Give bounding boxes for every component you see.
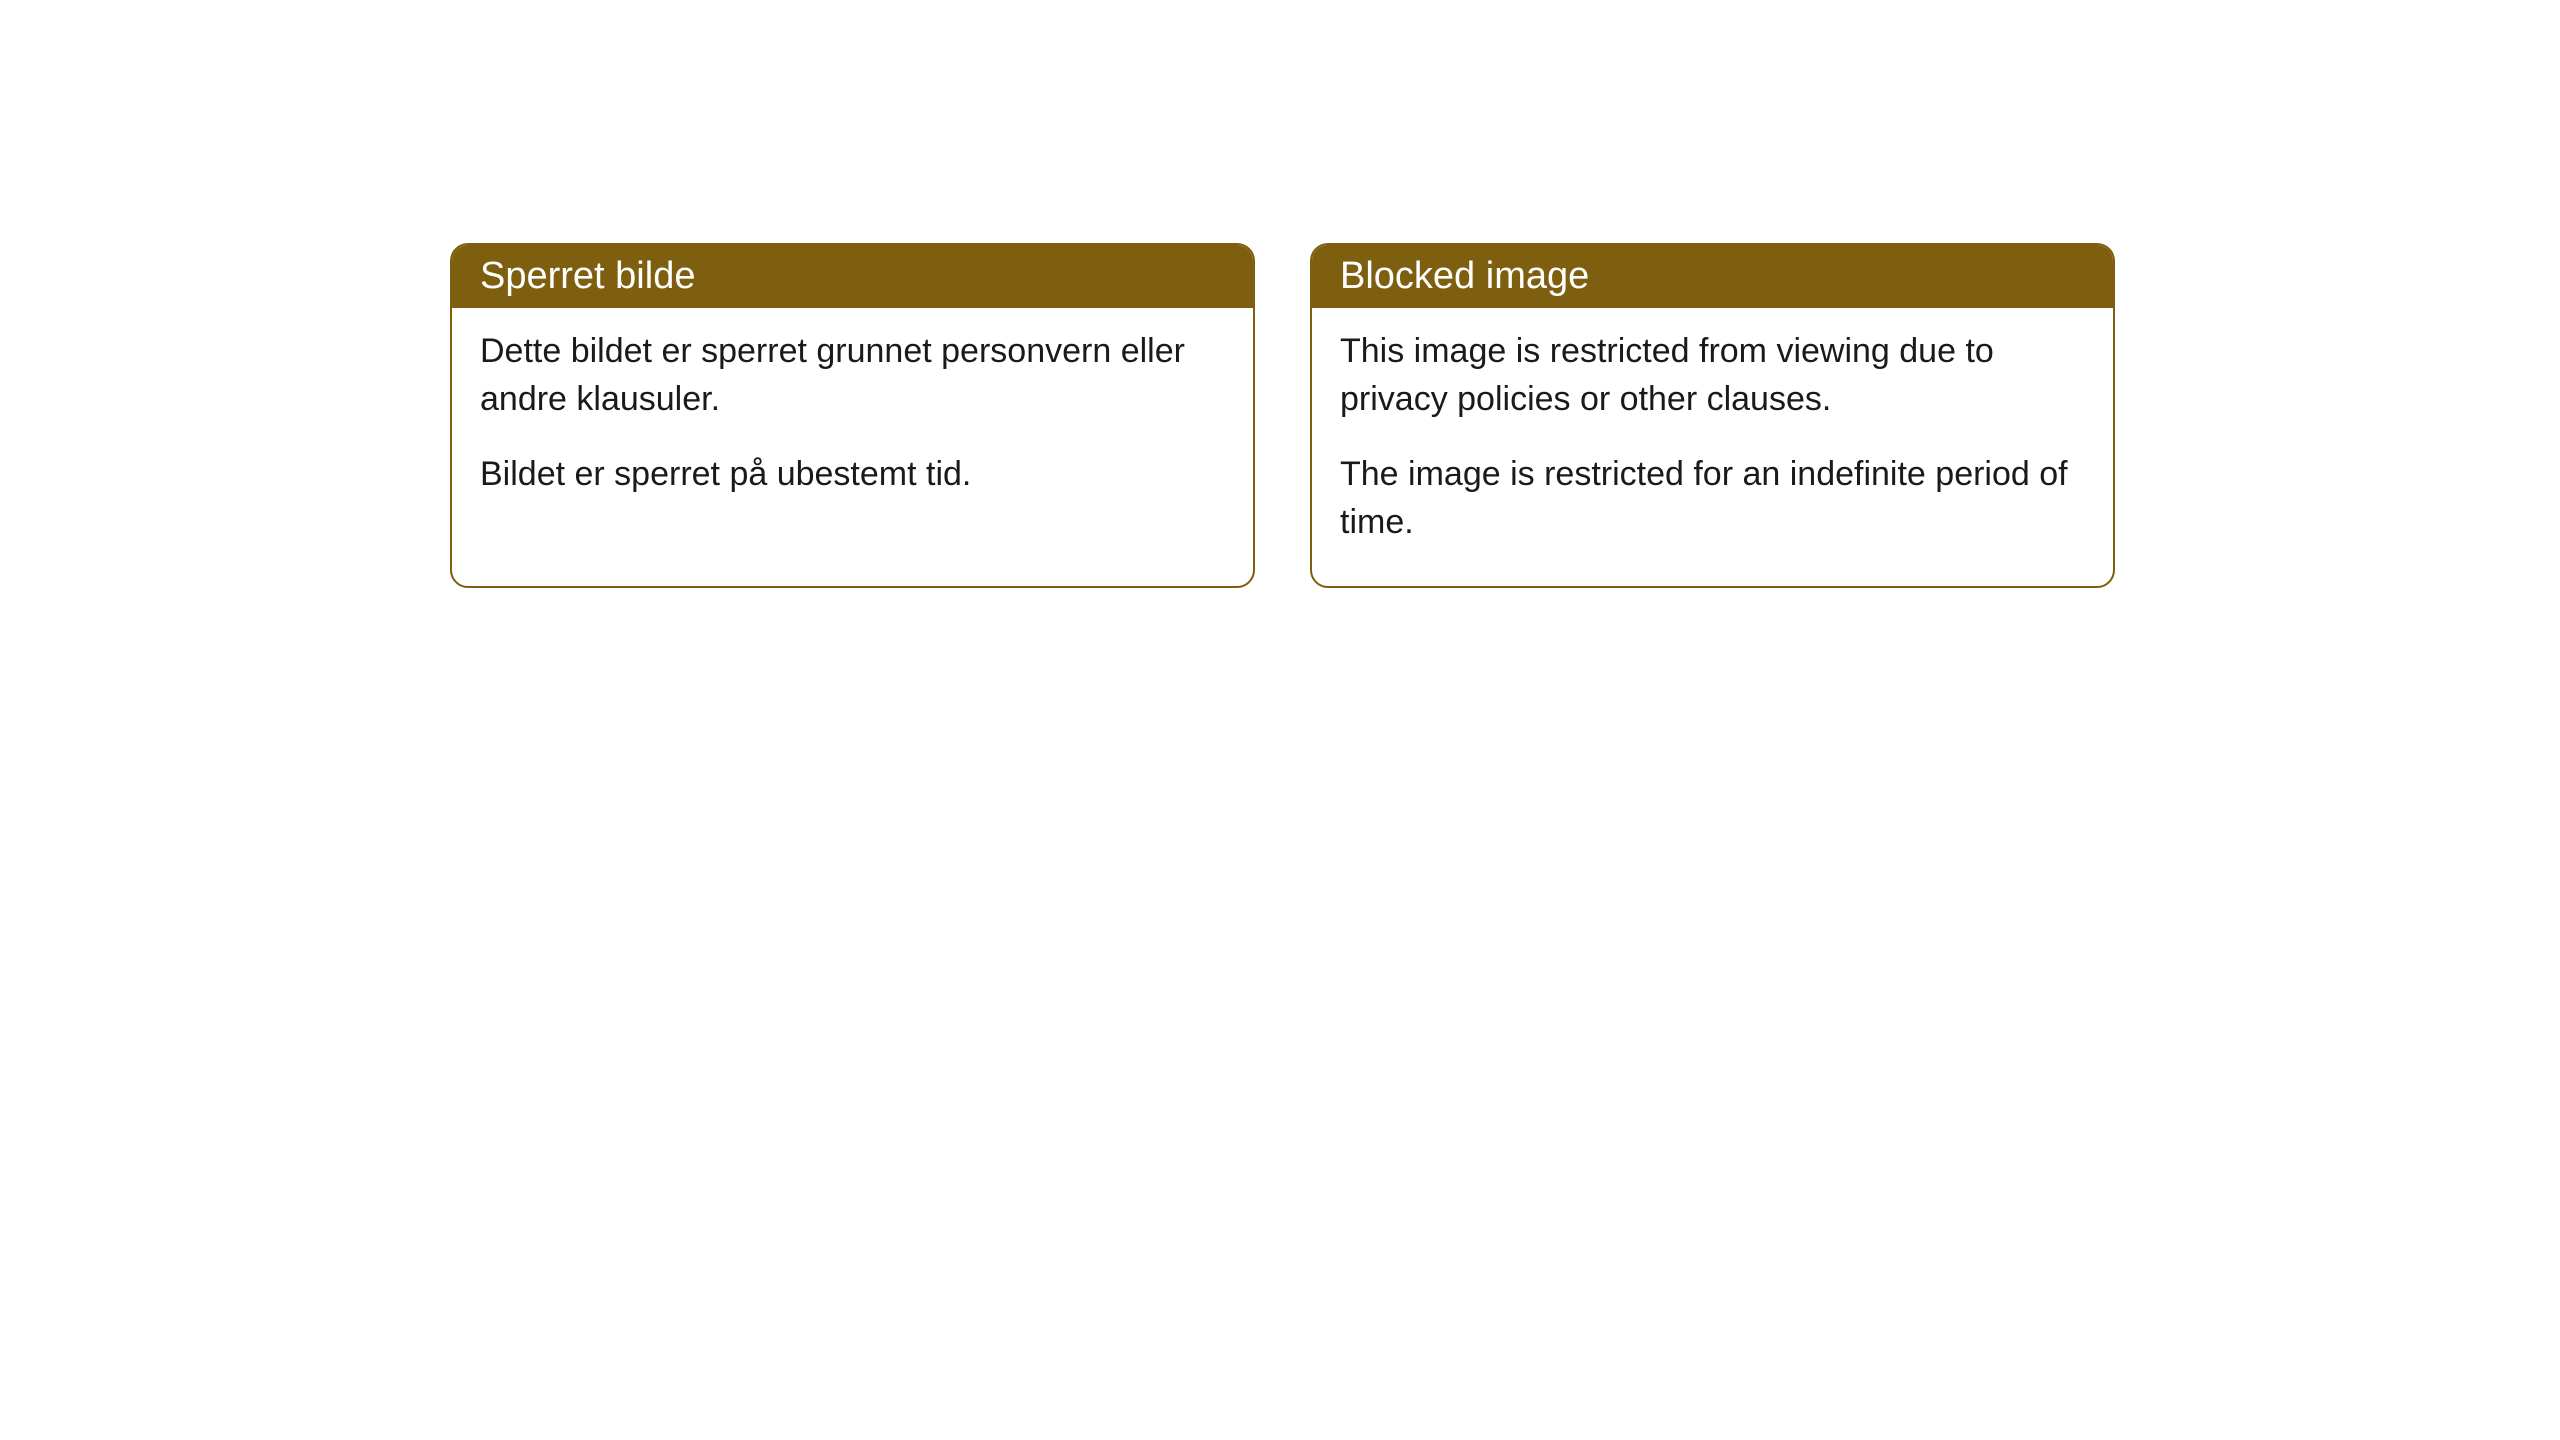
- card-paragraph: Dette bildet er sperret grunnet personve…: [480, 328, 1225, 423]
- card-header-norwegian: Sperret bilde: [452, 245, 1253, 308]
- card-body-english: This image is restricted from viewing du…: [1312, 308, 2113, 586]
- card-paragraph: This image is restricted from viewing du…: [1340, 328, 2085, 423]
- card-paragraph: The image is restricted for an indefinit…: [1340, 451, 2085, 546]
- cards-container: Sperret bilde Dette bildet er sperret gr…: [450, 243, 2115, 588]
- card-english: Blocked image This image is restricted f…: [1310, 243, 2115, 588]
- card-header-english: Blocked image: [1312, 245, 2113, 308]
- card-title: Sperret bilde: [480, 255, 695, 297]
- card-title: Blocked image: [1340, 255, 1589, 297]
- card-body-norwegian: Dette bildet er sperret grunnet personve…: [452, 308, 1253, 539]
- card-norwegian: Sperret bilde Dette bildet er sperret gr…: [450, 243, 1255, 588]
- card-paragraph: Bildet er sperret på ubestemt tid.: [480, 451, 1225, 499]
